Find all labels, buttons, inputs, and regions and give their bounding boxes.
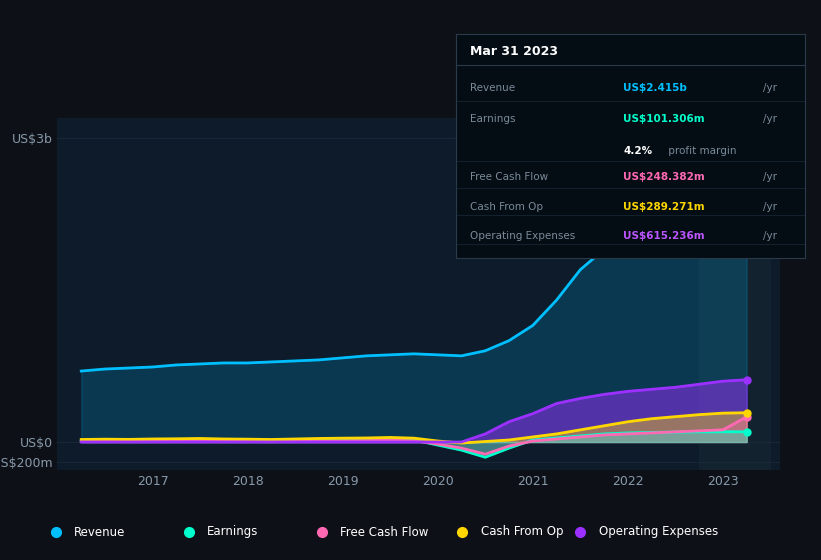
Text: Revenue: Revenue bbox=[75, 525, 126, 539]
Text: Operating Expenses: Operating Expenses bbox=[470, 231, 575, 241]
Text: Revenue: Revenue bbox=[470, 83, 515, 93]
Text: Cash From Op: Cash From Op bbox=[470, 202, 543, 212]
Text: /yr: /yr bbox=[763, 83, 777, 93]
Text: US$248.382m: US$248.382m bbox=[623, 172, 705, 183]
Text: US$289.271m: US$289.271m bbox=[623, 202, 704, 212]
Text: US$615.236m: US$615.236m bbox=[623, 231, 704, 241]
Text: Cash From Op: Cash From Op bbox=[481, 525, 563, 539]
Text: Earnings: Earnings bbox=[208, 525, 259, 539]
Text: Mar 31 2023: Mar 31 2023 bbox=[470, 45, 557, 58]
Text: /yr: /yr bbox=[763, 114, 777, 124]
Text: US$101.306m: US$101.306m bbox=[623, 114, 704, 124]
Text: /yr: /yr bbox=[763, 172, 777, 183]
Text: 4.2%: 4.2% bbox=[623, 146, 652, 156]
Text: Operating Expenses: Operating Expenses bbox=[599, 525, 718, 539]
Bar bbox=[699, 118, 770, 470]
Text: Free Cash Flow: Free Cash Flow bbox=[470, 172, 548, 183]
Text: profit margin: profit margin bbox=[665, 146, 736, 156]
Text: Earnings: Earnings bbox=[470, 114, 515, 124]
Text: Free Cash Flow: Free Cash Flow bbox=[341, 525, 429, 539]
Text: US$2.415b: US$2.415b bbox=[623, 83, 687, 93]
Text: /yr: /yr bbox=[763, 231, 777, 241]
Text: /yr: /yr bbox=[763, 202, 777, 212]
